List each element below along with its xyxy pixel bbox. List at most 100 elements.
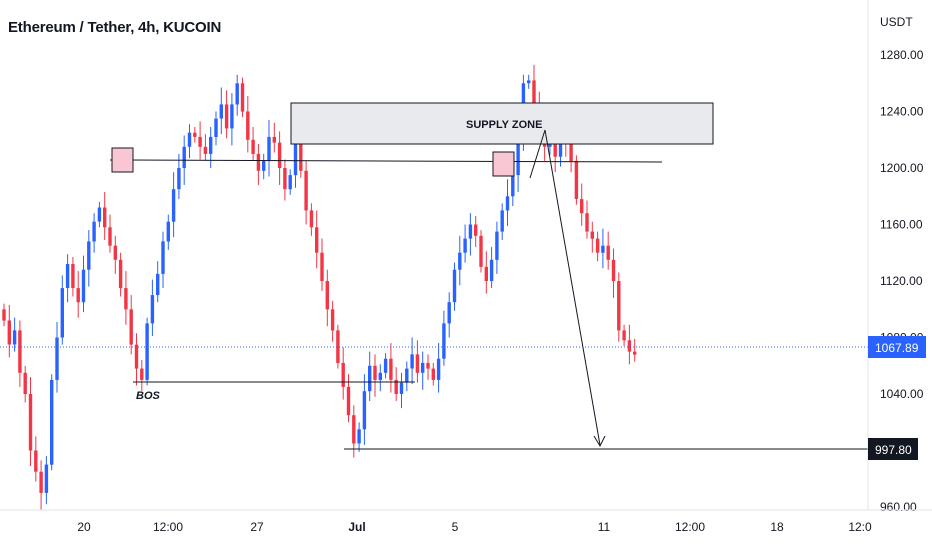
candle[interactable] xyxy=(34,450,38,472)
candle[interactable] xyxy=(76,288,80,303)
candle[interactable] xyxy=(421,362,425,373)
candle[interactable] xyxy=(156,273,160,296)
candle[interactable] xyxy=(622,330,626,341)
resistance-marker-left[interactable] xyxy=(111,147,134,173)
candle[interactable] xyxy=(81,269,86,303)
candle[interactable] xyxy=(352,415,356,444)
candle[interactable] xyxy=(251,139,255,154)
candle[interactable] xyxy=(325,281,329,310)
candle[interactable] xyxy=(601,245,605,253)
candle[interactable] xyxy=(606,245,610,260)
candle[interactable] xyxy=(580,199,584,214)
candle[interactable] xyxy=(140,368,144,380)
candle[interactable] xyxy=(203,146,208,154)
candle[interactable] xyxy=(410,354,414,369)
candle[interactable] xyxy=(262,160,266,171)
candle[interactable] xyxy=(187,132,192,147)
candle[interactable] xyxy=(87,241,91,270)
candle[interactable] xyxy=(44,464,49,493)
candle[interactable] xyxy=(129,309,133,345)
candle[interactable] xyxy=(357,429,361,444)
candle[interactable] xyxy=(108,227,112,246)
candle[interactable] xyxy=(320,252,324,281)
supply-zone-box[interactable] xyxy=(290,102,714,145)
candle[interactable] xyxy=(574,160,579,199)
candle[interactable] xyxy=(39,471,43,493)
candle[interactable] xyxy=(65,264,70,288)
candle[interactable] xyxy=(23,372,27,394)
candle[interactable] xyxy=(293,132,298,176)
candle[interactable] xyxy=(230,104,234,129)
candle[interactable] xyxy=(92,221,96,242)
candle[interactable] xyxy=(145,323,149,380)
candle[interactable] xyxy=(224,104,229,129)
candle[interactable] xyxy=(124,288,128,310)
candle[interactable] xyxy=(288,175,292,190)
candle[interactable] xyxy=(394,379,398,394)
candle[interactable] xyxy=(479,235,483,267)
candle[interactable] xyxy=(511,175,515,197)
candle[interactable] xyxy=(633,351,637,355)
candle[interactable] xyxy=(219,104,223,119)
candle[interactable] xyxy=(617,281,621,331)
candle[interactable] xyxy=(171,189,176,222)
candle[interactable] xyxy=(182,146,186,168)
candle[interactable] xyxy=(55,337,59,380)
candle[interactable] xyxy=(341,362,345,387)
candle[interactable] xyxy=(484,266,488,281)
candle[interactable] xyxy=(474,224,478,236)
candle[interactable] xyxy=(28,394,33,451)
candle[interactable] xyxy=(277,142,282,168)
resistance-marker-right[interactable] xyxy=(492,151,515,177)
candle[interactable] xyxy=(458,252,462,270)
candle[interactable] xyxy=(71,264,75,288)
candle[interactable] xyxy=(272,136,276,143)
projection-arrow[interactable] xyxy=(529,129,601,446)
candle[interactable] xyxy=(161,241,165,274)
candle[interactable] xyxy=(267,136,271,161)
candle[interactable] xyxy=(18,330,22,373)
candle[interactable] xyxy=(50,379,54,465)
candle[interactable] xyxy=(198,136,202,147)
candle[interactable] xyxy=(611,259,616,281)
candle[interactable] xyxy=(627,340,632,352)
candle[interactable] xyxy=(315,227,319,253)
candle[interactable] xyxy=(426,362,430,369)
candle[interactable] xyxy=(304,170,308,211)
candle[interactable] xyxy=(532,80,536,105)
candle[interactable] xyxy=(505,196,510,211)
candle[interactable] xyxy=(113,245,117,260)
candle[interactable] xyxy=(235,83,239,105)
candle[interactable] xyxy=(240,83,245,112)
candle[interactable] xyxy=(516,139,520,176)
candle[interactable] xyxy=(330,309,335,331)
candle[interactable] xyxy=(468,224,473,239)
candle[interactable] xyxy=(553,136,557,157)
candle[interactable] xyxy=(60,288,64,338)
candle[interactable] xyxy=(405,368,409,383)
candle[interactable] xyxy=(500,210,504,232)
candle[interactable] xyxy=(283,168,287,190)
candle[interactable] xyxy=(2,309,6,321)
candle[interactable] xyxy=(103,207,107,228)
candle[interactable] xyxy=(489,259,494,281)
candle[interactable] xyxy=(383,358,388,373)
resistance-line[interactable] xyxy=(109,159,663,163)
candle[interactable] xyxy=(378,372,382,380)
candle[interactable] xyxy=(7,320,11,345)
candle[interactable] xyxy=(177,168,181,190)
candle[interactable] xyxy=(134,344,139,369)
candle[interactable] xyxy=(389,358,393,380)
candle[interactable] xyxy=(447,302,451,324)
candle[interactable] xyxy=(368,365,372,392)
candle[interactable] xyxy=(569,139,573,161)
candle[interactable] xyxy=(118,259,123,289)
candle[interactable] xyxy=(595,238,600,253)
candle[interactable] xyxy=(442,323,446,359)
candle[interactable] xyxy=(309,210,314,228)
candle[interactable] xyxy=(97,207,102,222)
candle[interactable] xyxy=(452,269,457,303)
candle[interactable] xyxy=(209,136,213,154)
candle[interactable] xyxy=(558,132,563,157)
